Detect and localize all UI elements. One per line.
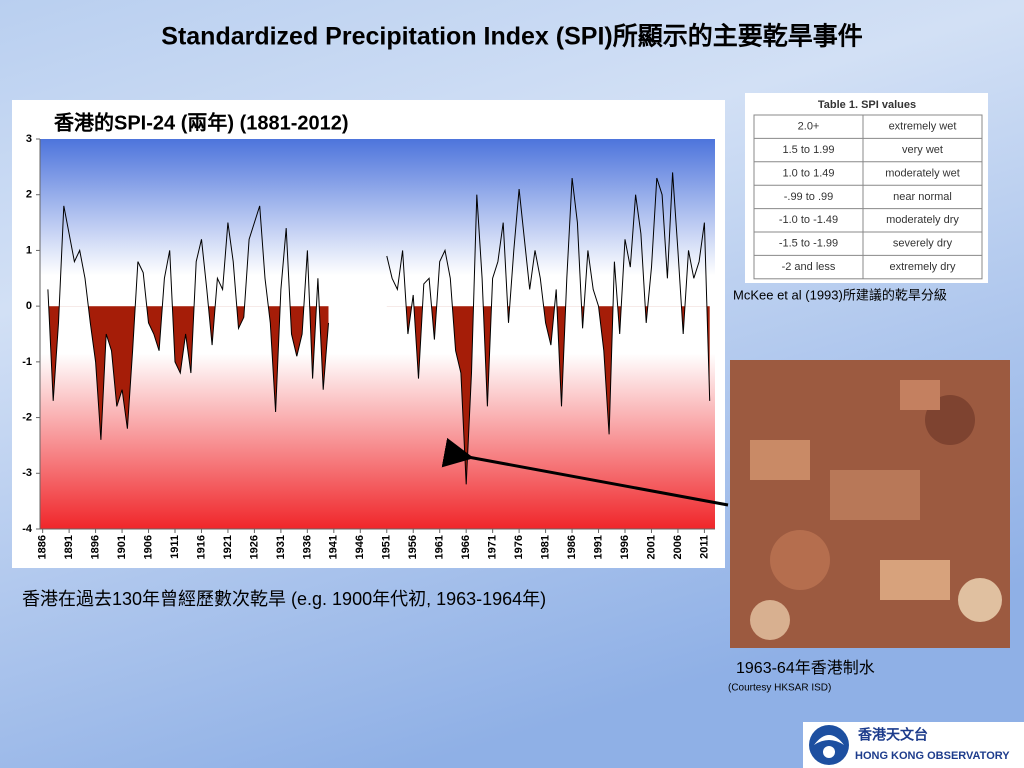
x-tick-label: 1951 (381, 535, 393, 559)
x-tick-label: 2006 (672, 535, 684, 559)
x-tick-label: 1971 (487, 535, 499, 559)
x-tick-label: 1921 (222, 535, 234, 559)
photo-caption: 1963-64年香港制水 (736, 659, 875, 677)
slide-title: Standardized Precipitation Index (SPI)所顯… (161, 22, 862, 51)
spi-line (47, 172, 711, 485)
y-tick-label: -3 (22, 467, 32, 479)
plot-area (40, 139, 715, 529)
table-cell: severely dry (893, 238, 953, 250)
table-cell: -1.5 to -1.99 (779, 238, 838, 250)
x-tick-label: 1986 (566, 535, 578, 559)
x-tick-label: 1926 (248, 535, 260, 559)
table-cell: -1.0 to -1.49 (779, 214, 838, 226)
x-tick-label: 1896 (89, 535, 101, 559)
table-cell: -2 and less (782, 261, 836, 273)
x-tick-label: 1916 (195, 535, 207, 559)
y-tick-label: -1 (22, 356, 32, 368)
chart-title: 香港的SPI-24 (兩年) (1881-2012) (54, 110, 349, 134)
y-tick-label: 0 (26, 300, 32, 312)
x-tick-label: 1946 (354, 535, 366, 559)
x-tick-label: 1906 (142, 535, 154, 559)
x-tick-label: 1966 (460, 535, 472, 559)
logo: 香港天文台 HONG KONG OBSERVATORY (803, 722, 1024, 768)
y-tick-label: 2 (26, 189, 32, 201)
x-tick-label: 1976 (513, 535, 525, 559)
photo-credit: (Courtesy HKSAR ISD) (728, 683, 831, 694)
y-tick-label: -4 (22, 523, 33, 535)
x-tick-label: 1901 (116, 535, 128, 559)
table-cell: extremely wet (889, 121, 957, 133)
table-cell: 1.0 to 1.49 (783, 167, 835, 179)
x-tick-label: 1911 (169, 535, 181, 559)
table-grid (753, 114, 983, 280)
table-cell: -.99 to .99 (784, 191, 834, 203)
table-cell: very wet (902, 144, 943, 156)
x-tick-label: 1991 (592, 535, 604, 559)
table-box (745, 93, 988, 283)
note: 香港在過去130年曾經歷數次乾旱 (e.g. 1900年代初, 1963-196… (22, 589, 546, 609)
x-tick-label: 1981 (539, 535, 551, 559)
spi-table: Table 1. SPI values 2.0+ extremely wet 1.5… (745, 93, 988, 283)
x-tick-label: 1941 (328, 535, 340, 559)
table-cell: 1.5 to 1.99 (783, 144, 835, 156)
logo-chinese: 香港天文台 (857, 727, 928, 743)
x-tick-label: 1961 (434, 535, 446, 559)
x-tick-label: 1956 (407, 535, 419, 559)
x-tick-label: 2001 (645, 535, 657, 559)
y-tick-label: 1 (26, 244, 32, 256)
x-tick-label: 1886 (37, 535, 49, 559)
photo (730, 360, 1010, 648)
arrow (441, 437, 729, 507)
x-tick-label: 1996 (619, 535, 631, 559)
table-cell: 2.0+ (798, 121, 820, 133)
table-cell: near normal (893, 191, 952, 203)
chart: -4 -3 -2 -1 0 1 2 3 1886 1891 1896 1901 1906 1911 1916… (22, 133, 715, 559)
table-caption: McKee et al (1993)所建議的乾旱分級 (733, 287, 947, 302)
x-tick-label: 1936 (301, 535, 313, 559)
logo-english: HONG KONG OBSERVATORY (855, 750, 1010, 762)
table-title: Table 1. SPI values (818, 99, 916, 111)
x-tick-label: 1891 (63, 535, 75, 559)
table-cell: moderately wet (885, 167, 960, 179)
table-cell: extremely dry (889, 261, 956, 273)
drought-area (47, 306, 710, 485)
x-tick-label: 2011 (698, 535, 710, 559)
y-tick-label: -2 (22, 411, 32, 423)
y-tick-label: 3 (26, 133, 32, 145)
x-tick-label: 1931 (275, 535, 287, 559)
table-cell: moderately dry (886, 214, 959, 226)
